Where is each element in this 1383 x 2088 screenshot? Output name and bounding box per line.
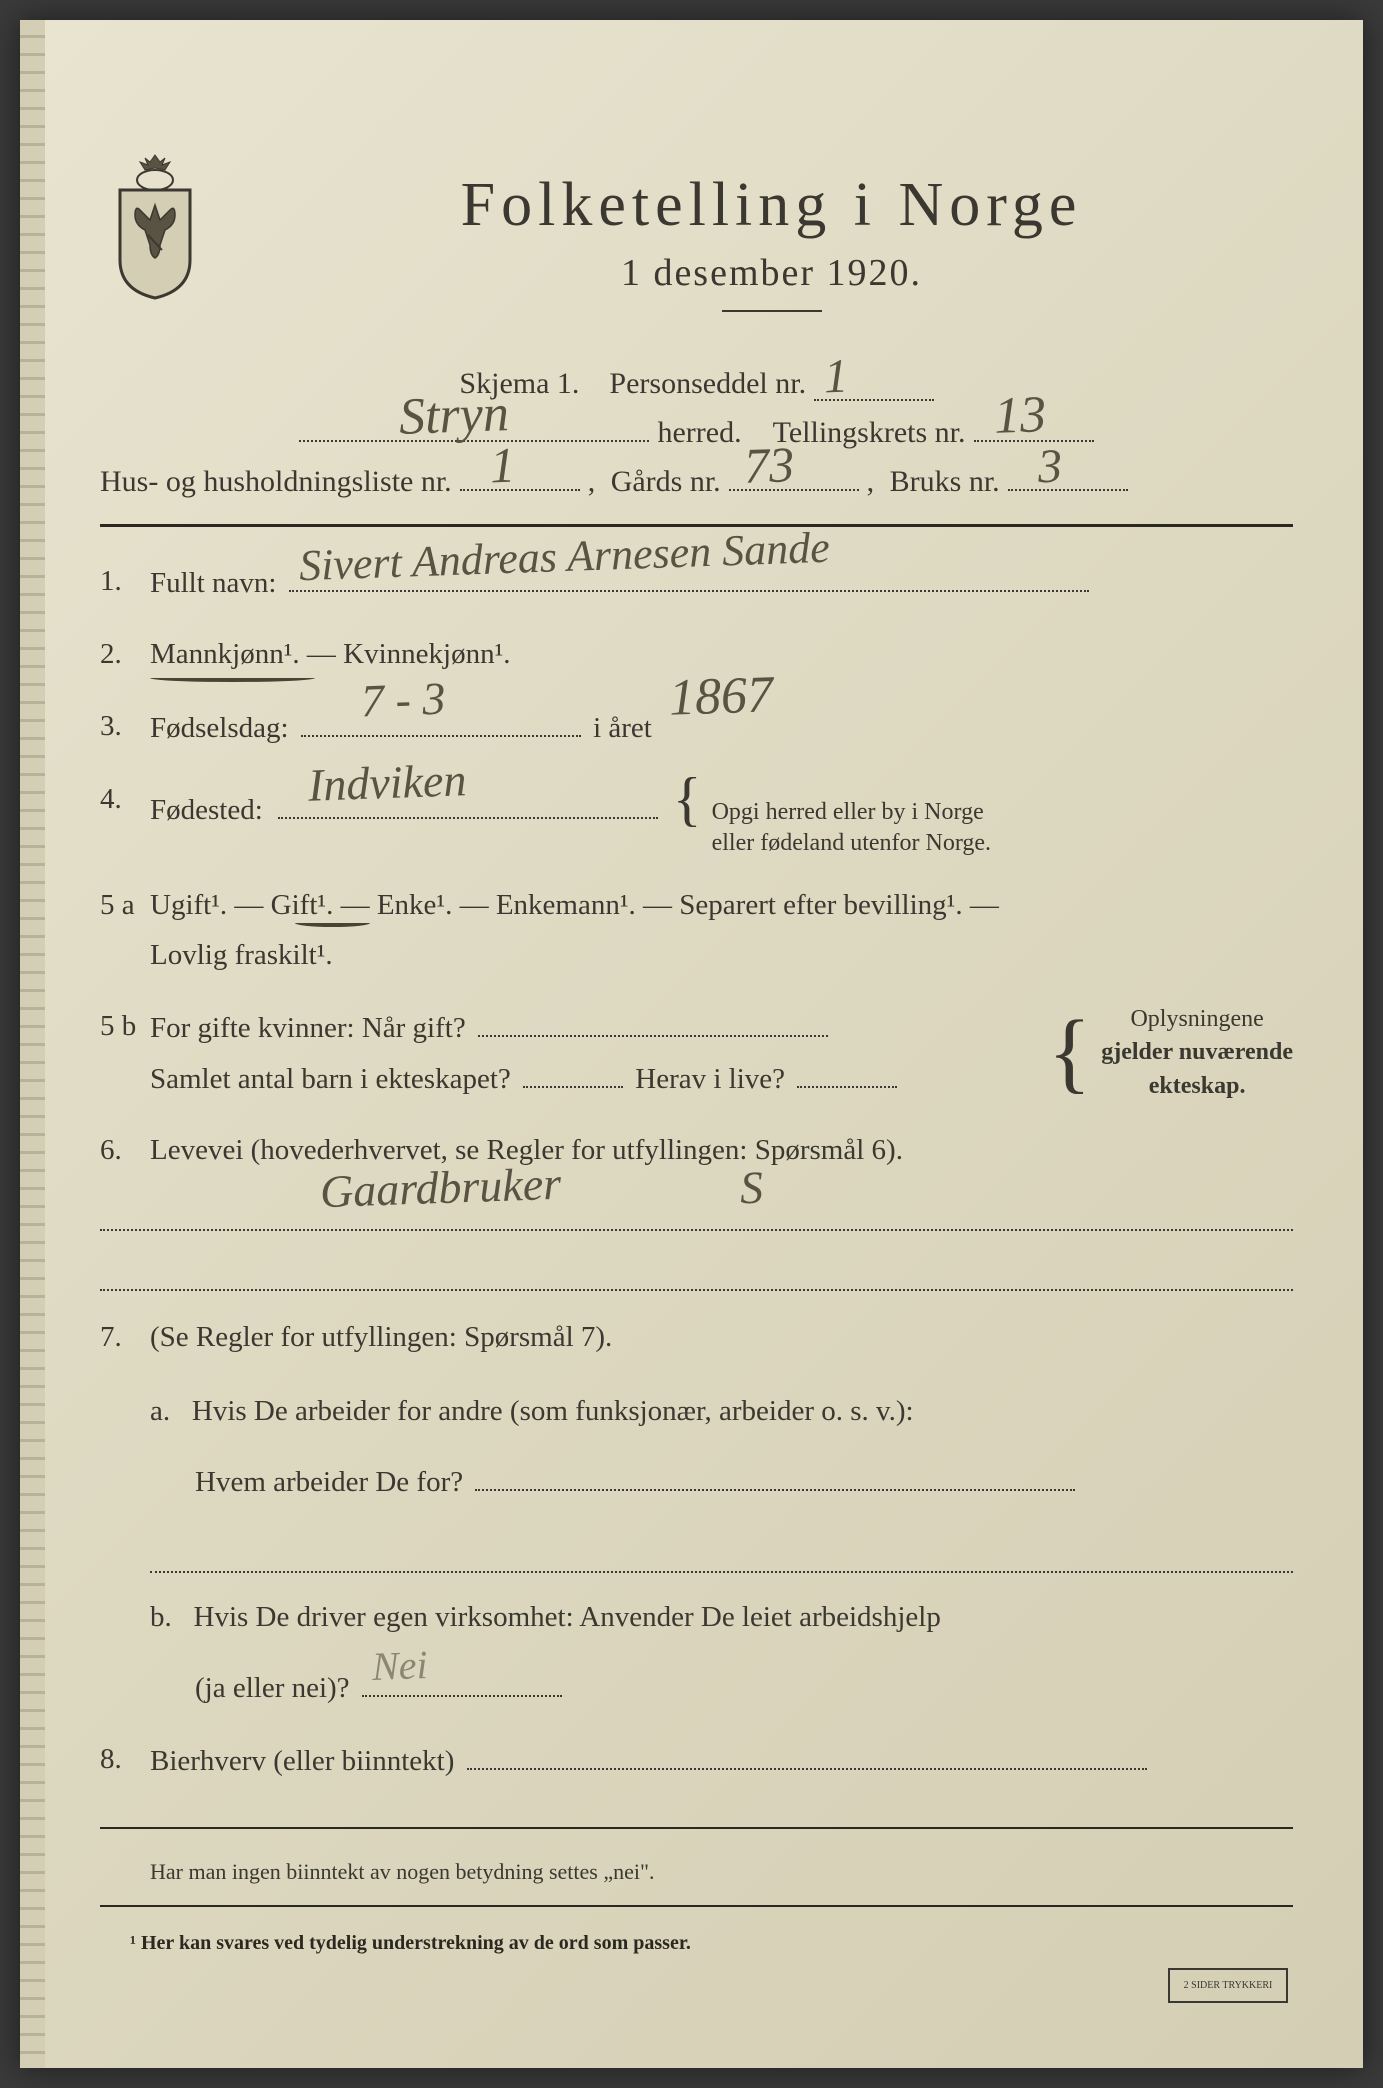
- q4-label: Fødested:: [150, 786, 263, 835]
- q4-value: Indviken: [306, 741, 467, 825]
- q7a-text2: Hvem arbeider De for?: [195, 1466, 463, 1498]
- bruks-value: 3: [1037, 439, 1063, 495]
- q5b-label3: Herav i live?: [635, 1063, 785, 1095]
- q6-field-line2: [100, 1251, 1293, 1291]
- q5b-field3: [797, 1053, 897, 1088]
- coat-of-arms-svg: [100, 150, 210, 300]
- question-3: 3. Fødselsdag: 7 - 3 i året 1867: [100, 702, 1293, 753]
- q8-field: [467, 1735, 1147, 1770]
- q8-num: 8.: [100, 1735, 122, 1784]
- form-header-row2: Stryn herred. Tellingskrets nr. 13: [100, 416, 1293, 450]
- question-6: 6. Levevei (hovederhvervet, se Regler fo…: [100, 1126, 1293, 1290]
- main-title: Folketelling i Norge: [250, 170, 1293, 241]
- q4-num: 4.: [100, 775, 122, 824]
- q3-year-field: 1867: [664, 702, 844, 737]
- gards-field: 73: [729, 489, 859, 491]
- q4-note: Opgi herred eller by i Norge eller fødel…: [712, 797, 991, 859]
- footer-divider-2: [100, 1905, 1293, 1907]
- bruks-label: Bruks nr.: [890, 465, 1000, 499]
- title-divider: [722, 310, 822, 312]
- question-8: 8. Bierhverv (eller biinntekt): [100, 1735, 1293, 1786]
- q7a-label: a.: [150, 1395, 170, 1427]
- form-header-row3: Hus- og husholdningsliste nr. 1 , Gårds …: [100, 465, 1293, 499]
- title-block: Folketelling i Norge 1 desember 1920.: [250, 170, 1293, 337]
- q5b-label: For gifte kvinner: Når gift?: [150, 1012, 466, 1044]
- q5a-num: 5 a: [100, 881, 135, 930]
- q1-label: Fullt navn:: [150, 567, 276, 599]
- herred-field: Stryn: [299, 440, 649, 442]
- q3-label: Fødselsdag:: [150, 712, 289, 744]
- q1-field: Sivert Andreas Arnesen Sande: [289, 557, 1089, 592]
- q5b-note-line1: Oplysningene: [1130, 1006, 1263, 1032]
- question-5a: 5 a Ugift¹. — Gift¹. — Enke¹. — Enkemann…: [100, 881, 1293, 980]
- husliste-value: 1: [489, 436, 516, 495]
- question-7: 7. (Se Regler for utfyllingen: Spørsmål …: [100, 1313, 1293, 1713]
- tellingskrets-label: Tellingskrets nr.: [773, 416, 966, 450]
- q7b-value: Nei: [371, 1631, 429, 1701]
- q3-day-value: 7 - 3: [359, 660, 446, 741]
- husliste-label: Hus- og husholdningsliste nr.: [100, 465, 452, 499]
- document-header: Folketelling i Norge 1 desember 1920.: [100, 170, 1293, 337]
- q6-num: 6.: [100, 1126, 122, 1175]
- brace-icon: {: [673, 775, 702, 823]
- q6-value: Gaardbruker: [319, 1144, 563, 1231]
- q2-underline: [150, 674, 315, 682]
- brace-icon-2: {: [1048, 1017, 1091, 1089]
- printer-stamp: 2 SIDER TRYKKERI: [1168, 1968, 1288, 2003]
- q5b-note: Oplysningene gjelder nuværende ekteskap.: [1101, 1003, 1293, 1104]
- q5b-num: 5 b: [100, 1002, 136, 1051]
- q1-num: 1.: [100, 557, 122, 606]
- q5b-note-line2: gjelder nuværende: [1101, 1039, 1293, 1065]
- q5b-field1: [478, 1002, 828, 1037]
- q4-field: Indviken: [278, 784, 658, 819]
- question-5b: 5 b For gifte kvinner: Når gift? Samlet …: [100, 1002, 1293, 1105]
- footnote-2: ¹ Her kan svares ved tydelig understrekn…: [100, 1932, 1293, 1955]
- q2-num: 2.: [100, 630, 122, 679]
- q7b-text: Hvis De driver egen virksomhet: Anvender…: [194, 1601, 941, 1633]
- q7a-text: Hvis De arbeider for andre (som funksjon…: [192, 1395, 914, 1427]
- gards-label: Gårds nr.: [611, 465, 721, 499]
- q5a-options-line2: Lovlig fraskilt¹.: [150, 939, 333, 971]
- q7b-label: b.: [150, 1601, 172, 1633]
- herred-label: herred.: [657, 416, 741, 450]
- q6-field: Gaardbruker S: [100, 1191, 1293, 1231]
- q7a-field-line2: [150, 1533, 1293, 1573]
- q7-num: 7.: [100, 1313, 122, 1362]
- q4-note-line1: Opgi herred eller by i Norge: [712, 799, 984, 825]
- q5a-options: Ugift¹. — Gift¹. — Enke¹. — Enkemann¹. —…: [150, 889, 999, 921]
- q7a-field: [475, 1456, 1075, 1491]
- stamp-text: 2 SIDER TRYKKERI: [1184, 1980, 1273, 1991]
- q5b-note-line3: ekteskap.: [1149, 1073, 1246, 1099]
- q5a-underline: [295, 919, 370, 927]
- personseddel-field: 1: [814, 399, 934, 401]
- subtitle: 1 desember 1920.: [250, 251, 1293, 295]
- q5b-field2: [523, 1053, 623, 1088]
- census-form-document: Folketelling i Norge 1 desember 1920. Sk…: [20, 20, 1363, 2068]
- husliste-field: 1: [460, 489, 580, 491]
- gards-value: 73: [743, 435, 795, 495]
- q7b-field: Nei: [362, 1662, 562, 1697]
- bruks-field: 3: [1008, 489, 1128, 491]
- footer-divider: [100, 1827, 1293, 1829]
- q3-year-value: 1867: [668, 651, 775, 743]
- q5b-label2: Samlet antal barn i ekteskapet?: [150, 1063, 511, 1095]
- question-4: 4. Fødested: Indviken { Opgi herred elle…: [100, 775, 1293, 859]
- personseddel-label: Personseddel nr.: [609, 367, 806, 400]
- tellingskrets-field: 13: [974, 440, 1094, 442]
- q7-label: (Se Regler for utfyllingen: Spørsmål 7).: [150, 1321, 612, 1353]
- footnote-1: Har man ingen biinntekt av nogen betydni…: [100, 1859, 1293, 1885]
- q7b-text2: (ja eller nei)?: [195, 1672, 350, 1704]
- q3-year-label: i året: [593, 712, 652, 744]
- tellingskrets-value: 13: [992, 385, 1046, 446]
- q6-suffix: S: [739, 1148, 765, 1227]
- q4-note-line2: eller fødeland utenfor Norge.: [712, 830, 991, 856]
- form-header-row1: Skjema 1. Personseddel nr. 1: [100, 367, 1293, 401]
- q2-label: Mannkjønn¹. — Kvinnekjønn¹.: [150, 638, 511, 670]
- personseddel-value: 1: [823, 349, 849, 405]
- q8-label: Bierhverv (eller biinntekt): [150, 1745, 454, 1777]
- norway-coat-of-arms-icon: [100, 150, 210, 300]
- q3-day-field: 7 - 3: [301, 702, 581, 737]
- q3-num: 3.: [100, 702, 122, 751]
- question-1: 1. Fullt navn: Sivert Andreas Arnesen Sa…: [100, 557, 1293, 608]
